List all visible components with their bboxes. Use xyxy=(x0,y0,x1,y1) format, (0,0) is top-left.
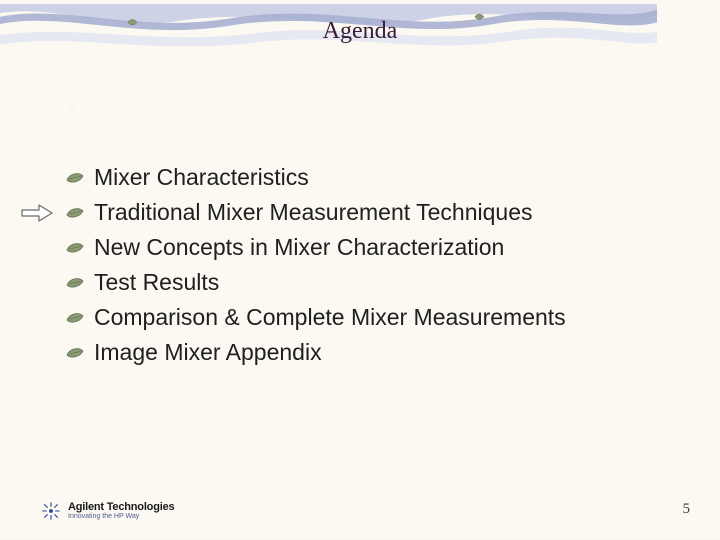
bullet-col xyxy=(56,241,94,255)
footer-logo-text: Agilent Technologies Innovating the HP W… xyxy=(68,502,174,521)
leaf-bullet-icon xyxy=(65,206,85,220)
slide-title: Agenda xyxy=(0,18,720,45)
agenda-item: New Concepts in Mixer Characterization xyxy=(56,230,680,265)
current-arrow-icon xyxy=(21,203,53,223)
leaf-bullet-icon xyxy=(65,346,85,360)
footer-logo: Agilent Technologies Innovating the HP W… xyxy=(40,500,174,522)
leaf-bullet-icon xyxy=(65,241,85,255)
agenda-item: Image Mixer Appendix xyxy=(56,335,680,370)
bullet-col xyxy=(56,346,94,360)
leaf-bullet-icon xyxy=(65,276,85,290)
agenda-item-text: New Concepts in Mixer Characterization xyxy=(94,235,504,260)
agenda-item-text: Traditional Mixer Measurement Techniques xyxy=(94,200,532,225)
bullet-col xyxy=(56,311,94,325)
current-pointer xyxy=(21,195,55,230)
agenda-item-text: Mixer Characteristics xyxy=(94,165,309,190)
footer-logo-main: Agilent Technologies xyxy=(68,502,174,514)
leaf-bullet-icon xyxy=(65,171,85,185)
bullet-col xyxy=(56,206,94,220)
bullet-col xyxy=(56,276,94,290)
footer-logo-sub: Innovating the HP Way xyxy=(68,513,174,520)
agenda-item: Test Results xyxy=(56,265,680,300)
agenda-item-text: Image Mixer Appendix xyxy=(94,340,322,365)
page-number: 5 xyxy=(683,501,691,518)
bullet-col xyxy=(56,171,94,185)
spark-icon xyxy=(40,500,62,522)
leaf-bullet-icon xyxy=(65,311,85,325)
agenda-item-text: Test Results xyxy=(94,270,219,295)
agenda-item-text: Comparison & Complete Mixer Measurements xyxy=(94,305,566,330)
slide: Agenda Mixer Characteristics Traditional… xyxy=(0,0,720,540)
agenda-list: Mixer Characteristics Traditional Mixer … xyxy=(56,160,680,370)
agenda-item: Traditional Mixer Measurement Techniques xyxy=(56,195,680,230)
agenda-item: Comparison & Complete Mixer Measurements xyxy=(56,300,680,335)
agenda-item: Mixer Characteristics xyxy=(56,160,680,195)
